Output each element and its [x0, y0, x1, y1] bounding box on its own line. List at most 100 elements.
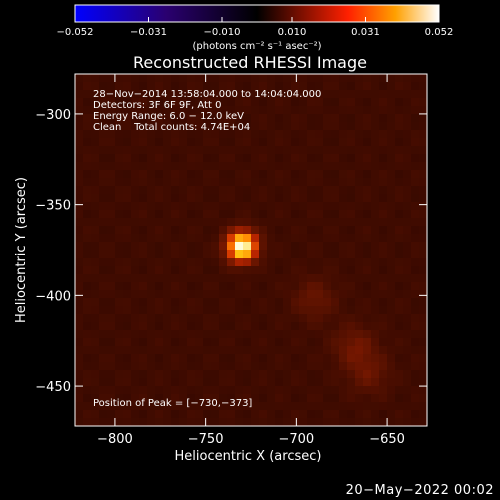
heatmap-cell: [123, 74, 132, 83]
heatmap-cell: [347, 210, 356, 219]
heatmap-cell: [267, 210, 276, 219]
colorbar-tick-label: 0.052: [425, 27, 454, 38]
heatmap-cell: [107, 354, 116, 363]
heatmap-cell: [99, 154, 108, 163]
heatmap-cell: [323, 314, 332, 323]
heatmap-cell: [267, 138, 276, 147]
y-tick-label: −400: [35, 289, 71, 304]
heatmap-cell: [339, 138, 348, 147]
heatmap-cell: [267, 330, 276, 339]
heatmap-cell: [363, 106, 372, 115]
heatmap-cell: [227, 354, 236, 363]
heatmap-cell: [235, 98, 244, 107]
heatmap-cell: [131, 346, 140, 355]
heatmap-cell: [83, 242, 92, 251]
heatmap-cell: [147, 178, 156, 187]
heatmap-cell: [75, 314, 84, 323]
heatmap-cell: [419, 402, 428, 411]
heatmap-cell: [299, 178, 308, 187]
heatmap-cell: [99, 386, 108, 395]
heatmap-cell: [339, 250, 348, 259]
heatmap-cell: [387, 210, 396, 219]
heatmap-cell: [155, 266, 164, 275]
heatmap-cell: [363, 250, 372, 259]
heatmap-cell: [243, 114, 252, 123]
heatmap-cell: [123, 418, 132, 427]
heatmap-cell: [107, 410, 116, 419]
heatmap-cell: [419, 74, 428, 83]
heatmap-cell: [187, 210, 196, 219]
heatmap-cell: [251, 386, 260, 395]
heatmap-cell: [163, 298, 172, 307]
heatmap-cell: [347, 266, 356, 275]
heatmap-cell: [99, 290, 108, 299]
heatmap-cell: [99, 138, 108, 147]
heatmap-cell: [75, 114, 84, 123]
heatmap-cell: [115, 218, 124, 227]
heatmap-cell: [411, 258, 420, 267]
heatmap-cell: [83, 98, 92, 107]
heatmap-cell: [171, 282, 180, 291]
heatmap-cell: [75, 378, 84, 387]
heatmap-cell: [251, 258, 260, 267]
heatmap-cell: [323, 346, 332, 355]
heatmap-cell: [251, 146, 260, 155]
heatmap-cell: [203, 186, 212, 195]
heatmap-cell: [123, 82, 132, 91]
heatmap-cell: [131, 274, 140, 283]
heatmap-cell: [139, 266, 148, 275]
heatmap-cell: [195, 266, 204, 275]
heatmap-cell: [379, 146, 388, 155]
heatmap-cell: [411, 298, 420, 307]
heatmap-cell: [403, 154, 412, 163]
heatmap-cell: [219, 98, 228, 107]
heatmap-cell: [179, 298, 188, 307]
heatmap-cell: [203, 122, 212, 131]
heatmap-cell: [251, 210, 260, 219]
heatmap-cell: [91, 242, 100, 251]
heatmap-cell: [251, 306, 260, 315]
heatmap-cell: [291, 378, 300, 387]
heatmap-cell: [171, 226, 180, 235]
heatmap-cell: [395, 106, 404, 115]
heatmap-cell: [203, 378, 212, 387]
heatmap-cell: [291, 386, 300, 395]
heatmap-cell: [267, 226, 276, 235]
heatmap-cell: [267, 258, 276, 267]
heatmap-cell: [363, 402, 372, 411]
heatmap-cell: [307, 394, 316, 403]
heatmap-cell: [371, 250, 380, 259]
heatmap-cell: [187, 282, 196, 291]
heatmap-cell: [211, 114, 220, 123]
heatmap-cell: [211, 330, 220, 339]
heatmap-cell: [307, 210, 316, 219]
heatmap-cell: [403, 122, 412, 131]
heatmap-cell: [323, 234, 332, 243]
heatmap-cell: [323, 90, 332, 99]
heatmap-cell: [363, 130, 372, 139]
heatmap-cell: [235, 354, 244, 363]
heatmap-cell: [299, 146, 308, 155]
heatmap-cell: [171, 122, 180, 131]
heatmap-cell: [91, 98, 100, 107]
heatmap-cell: [139, 402, 148, 411]
heatmap-cell: [403, 298, 412, 307]
heatmap-cell: [395, 266, 404, 275]
heatmap-cell: [83, 90, 92, 99]
heatmap-cell: [267, 106, 276, 115]
heatmap-cell: [211, 162, 220, 171]
heatmap-cell: [75, 274, 84, 283]
heatmap-cell: [179, 274, 188, 283]
heatmap-cell: [355, 74, 364, 83]
heatmap-cell: [75, 346, 84, 355]
heatmap-cell: [99, 330, 108, 339]
heatmap-cell: [251, 322, 260, 331]
heatmap-cell: [195, 242, 204, 251]
heatmap-cell: [251, 394, 260, 403]
heatmap-cell: [83, 162, 92, 171]
heatmap-cell: [299, 266, 308, 275]
heatmap-cell: [211, 122, 220, 131]
heatmap-cell: [395, 274, 404, 283]
heatmap-cell: [195, 386, 204, 395]
heatmap-cell: [347, 250, 356, 259]
